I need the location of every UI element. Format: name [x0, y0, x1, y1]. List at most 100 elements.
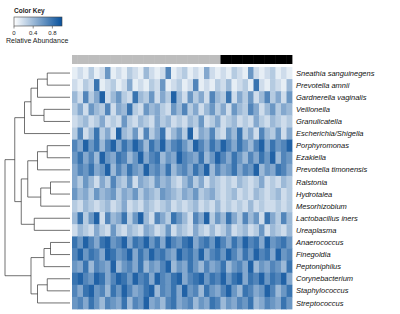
- heatmap-cell: [133, 285, 139, 298]
- heatmap-cell: [171, 200, 177, 213]
- heatmap-cell: [138, 273, 144, 286]
- heatmap-cell: [188, 140, 194, 153]
- group-cell: [199, 55, 205, 64]
- heatmap-cell: [155, 164, 161, 177]
- heatmap-cell: [243, 128, 249, 141]
- heatmap-cell: [188, 236, 194, 249]
- heatmap-cell: [100, 212, 106, 225]
- heatmap-cell: [254, 91, 260, 104]
- heatmap-cell: [122, 224, 128, 237]
- heatmap-cell: [133, 103, 139, 116]
- heatmap-cell: [210, 285, 216, 298]
- heatmap-cell: [177, 200, 183, 213]
- heatmap-cell: [111, 103, 117, 116]
- group-cell: [193, 55, 199, 64]
- heatmap-cell: [243, 249, 249, 262]
- heatmap-cell: [215, 236, 221, 249]
- heatmap-cell: [138, 128, 144, 141]
- heatmap-cell: [221, 67, 227, 80]
- heatmap-cell: [149, 128, 155, 141]
- heatmap-cell: [237, 261, 243, 274]
- group-cell: [182, 55, 188, 64]
- heatmap-cell: [177, 103, 183, 116]
- heatmap-cell: [122, 297, 128, 310]
- dendrogram-branch: [25, 102, 71, 134]
- heatmap-cell: [193, 224, 199, 237]
- group-cell: [149, 55, 155, 64]
- heatmap-cell: [221, 152, 227, 165]
- heatmap-cell: [144, 164, 150, 177]
- heatmap-cell: [199, 128, 205, 141]
- heatmap-cell: [204, 236, 210, 249]
- heatmap-cell: [94, 212, 100, 225]
- group-cell: [204, 55, 210, 64]
- dendrogram-branch: [51, 242, 71, 254]
- heatmap-cell: [116, 212, 122, 225]
- group-cell: [94, 55, 100, 64]
- heatmap-cell: [100, 115, 106, 128]
- heatmap-cell: [149, 188, 155, 201]
- heatmap-cell: [221, 273, 227, 286]
- heatmap-cell: [83, 67, 89, 80]
- heatmap-cell: [254, 224, 260, 237]
- heatmap-cell: [133, 176, 139, 189]
- heatmap-cell: [237, 188, 243, 201]
- heatmap-cell: [199, 188, 205, 201]
- heatmap-cell: [171, 140, 177, 153]
- group-cell: [160, 55, 166, 64]
- heatmap-cell: [210, 200, 216, 213]
- heatmap-cell: [166, 115, 172, 128]
- heatmap-cell: [111, 285, 117, 298]
- heatmap-cell: [188, 249, 194, 262]
- heatmap-cell: [193, 91, 199, 104]
- heatmap-cell: [155, 128, 161, 141]
- heatmap-cell: [237, 128, 243, 141]
- heatmap-cell: [281, 285, 287, 298]
- heatmap-cell: [100, 103, 106, 116]
- heatmap-cell: [83, 224, 89, 237]
- heatmap-cell: [127, 261, 133, 274]
- heatmap-cell: [254, 164, 260, 177]
- heatmap-cell: [232, 152, 238, 165]
- row-label: Hydrotalea: [296, 190, 332, 199]
- heatmap-cell: [281, 236, 287, 249]
- heatmap-cell: [122, 200, 128, 213]
- heatmap-cell: [204, 188, 210, 201]
- heatmap-cell: [182, 128, 188, 141]
- heatmap-cell: [182, 261, 188, 274]
- heatmap-cell: [204, 115, 210, 128]
- heatmap-cell: [182, 297, 188, 310]
- heatmap-cell: [122, 212, 128, 225]
- heatmap-cell: [160, 152, 166, 165]
- heatmap-cell: [177, 176, 183, 189]
- heatmap-cell: [287, 200, 293, 213]
- heatmap-cell: [78, 273, 84, 286]
- heatmap-cell: [78, 164, 84, 177]
- group-cell: [248, 55, 254, 64]
- dendrogram-branch: [31, 258, 44, 294]
- heatmap-cell: [89, 236, 95, 249]
- heatmap-cell: [237, 67, 243, 80]
- heatmap-cell: [254, 115, 260, 128]
- row-label: Porphyromonas: [296, 141, 349, 150]
- heatmap-cell: [204, 273, 210, 286]
- heatmap-cell: [270, 212, 276, 225]
- color-tick-label: 0.8: [48, 30, 57, 36]
- row-label: Ezakiella: [296, 153, 326, 162]
- heatmap-cell: [94, 140, 100, 153]
- heatmap-cell: [259, 164, 265, 177]
- heatmap-cell: [83, 91, 89, 104]
- heatmap-cell: [188, 164, 194, 177]
- heatmap-cell: [254, 273, 260, 286]
- heatmap-cell: [133, 236, 139, 249]
- heatmap-cell: [72, 188, 78, 201]
- heatmap-cell: [270, 224, 276, 237]
- heatmap-cell: [182, 273, 188, 286]
- heatmap-cell: [259, 140, 265, 153]
- heatmap-cell: [127, 91, 133, 104]
- heatmap-cell: [248, 176, 254, 189]
- heatmap-cell: [166, 249, 172, 262]
- heatmap-cell: [166, 285, 172, 298]
- heatmap-cell: [138, 285, 144, 298]
- heatmap-cell: [122, 79, 128, 92]
